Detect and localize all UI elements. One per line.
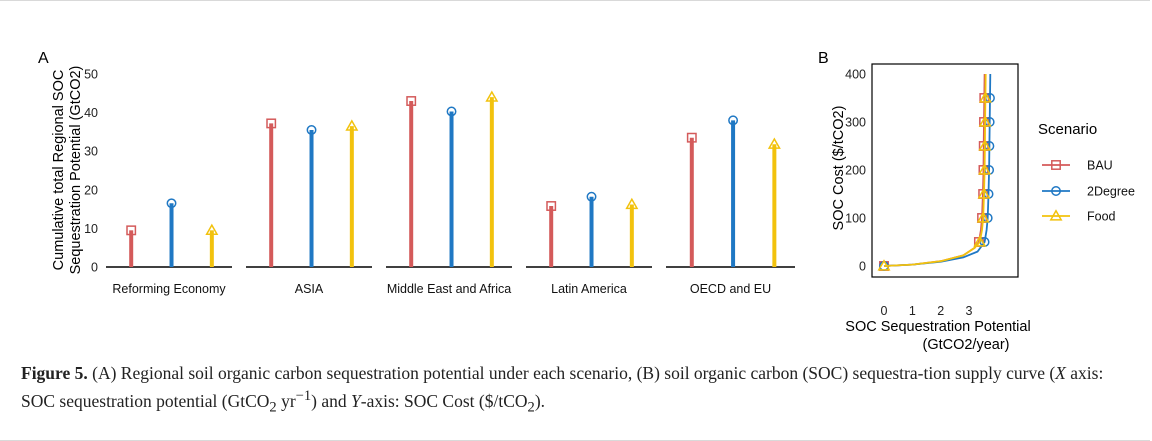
panel-a-marker-food xyxy=(345,119,359,131)
caption-text-run: ) and xyxy=(311,390,352,411)
panel-a-marker-food xyxy=(485,90,499,102)
caption-text-run: yr xyxy=(276,390,296,411)
legend-title: Scenario xyxy=(1038,121,1097,138)
panel-b-ytick-label: 200 xyxy=(845,164,866,178)
panel-a-marker-2degree xyxy=(306,125,317,135)
panel-a-marker-bau xyxy=(546,201,557,211)
caption-text-run: (A) Regional soil organic carbon sequest… xyxy=(87,363,1056,383)
caption-text-run: ). xyxy=(534,390,546,411)
panel-a-marker-food xyxy=(205,223,219,235)
panel-a-ytick-label: 50 xyxy=(84,68,98,82)
legend-label-food: Food xyxy=(1087,210,1116,224)
panel-a-marker-2degree xyxy=(166,198,177,209)
panel-b-ytick-label: 300 xyxy=(845,116,866,130)
caption-text-run: axis: SOC sequestration potential (GtCO xyxy=(21,363,1104,411)
panel-a-marker-bau xyxy=(266,118,277,129)
panel-b-marker-food xyxy=(978,91,992,103)
panel-b-xtick-label: 1 xyxy=(909,304,916,318)
panel-a-ylabel-line1: Cumulative total Regional SOC xyxy=(51,70,67,271)
panel-b-xtick-label: 3 xyxy=(966,304,973,318)
panel-b-plot-border xyxy=(871,63,1019,278)
caption-subscript: 2 xyxy=(527,399,535,416)
panel-a-category-label: Middle East and Africa xyxy=(387,282,511,296)
panel-b-marker-food xyxy=(978,139,992,151)
panel-a-category-label: Reforming Economy xyxy=(112,282,226,296)
panel-b-xtick-label: 2 xyxy=(937,304,944,318)
panel-a-ylabel-line2: Sequestration Potential (GtCO2) xyxy=(68,66,84,275)
panel-b-plot: 0 100 200 300 400 0 1 2 3 xyxy=(845,63,1019,318)
legend-marker-food xyxy=(1049,209,1063,221)
caption-italic: X xyxy=(1055,363,1066,383)
caption-text: (A) Regional soil organic carbon sequest… xyxy=(21,363,1104,415)
caption-superscript: −1 xyxy=(295,388,312,404)
panel-a-marker-2degree xyxy=(446,106,457,117)
caption-italic: Y xyxy=(351,390,361,411)
panel-b-label: B xyxy=(818,50,829,67)
panel-a-marker-food xyxy=(767,137,781,149)
panel-b-xlabel-line2: (GtCO2/year) xyxy=(922,337,1009,353)
legend: BAU 2Degree Food xyxy=(1042,159,1135,224)
legend-label-bau: BAU xyxy=(1087,159,1113,173)
panel-b-xlabel-line1: SOC Sequestration Potential xyxy=(845,319,1030,335)
panel-b-line-food xyxy=(883,73,987,267)
panel-b-ytick-label: 400 xyxy=(845,68,866,82)
panel-a-ylabel: Cumulative total Regional SOC Sequestrat… xyxy=(51,66,84,275)
caption-text-run: -axis: SOC Cost ($/tCO xyxy=(360,390,528,411)
panel-a-ytick-label: 20 xyxy=(84,183,98,197)
panel-b-ylabel: SOC Cost ($/tCO2) xyxy=(831,106,847,231)
panel-a-marker-food xyxy=(625,197,639,210)
figure-svg: A Cumulative total Regional SOC Sequestr… xyxy=(38,50,1135,353)
panel-b-marker-food xyxy=(973,235,987,247)
panel-b-xtick-label: 0 xyxy=(881,304,888,318)
panel-a-marker-bau xyxy=(406,96,417,106)
panel-a-category-label: ASIA xyxy=(295,282,324,296)
panel-b-marker-food xyxy=(977,187,991,199)
panel-a-ytick-label: 0 xyxy=(91,261,98,275)
panel-a-category-label: Latin America xyxy=(551,282,627,296)
panel-a-marker-bau xyxy=(126,225,137,236)
panel-a-ytick-label: 30 xyxy=(84,145,98,159)
panel-a-plot: 0 10 20 30 40 50 Reforming Economy ASIA Middle E… xyxy=(84,68,795,296)
panel-b-marker-food xyxy=(976,211,990,223)
panel-a-ytick-label: 10 xyxy=(84,222,98,236)
legend-marker-bau xyxy=(1051,160,1061,170)
panel-a-category-label: OECD and EU xyxy=(690,282,771,296)
panel-b-marker-food xyxy=(877,259,891,271)
panel-b-marker-food xyxy=(978,163,992,175)
panel-a-marker-bau xyxy=(686,132,697,143)
panel-b-marker-food xyxy=(978,115,992,127)
panel-a-marker-2degree xyxy=(586,191,597,202)
caption-label: Figure 5. xyxy=(21,363,88,383)
legend-marker-2degree xyxy=(1051,186,1061,196)
panel-a-label: A xyxy=(38,50,49,67)
panel-a-marker-2degree xyxy=(728,115,739,126)
figure-caption: Figure 5. (A) Regional soil organic carb… xyxy=(21,362,1131,419)
panel-a-ytick-label: 40 xyxy=(84,106,98,120)
legend-label-2degree: 2Degree xyxy=(1087,185,1135,199)
panel-b-ytick-label: 100 xyxy=(845,212,866,226)
panel-b-ytick-label: 0 xyxy=(859,260,866,274)
caption-subscript: 2 xyxy=(269,399,277,416)
panel-b-line-bau xyxy=(883,73,986,267)
